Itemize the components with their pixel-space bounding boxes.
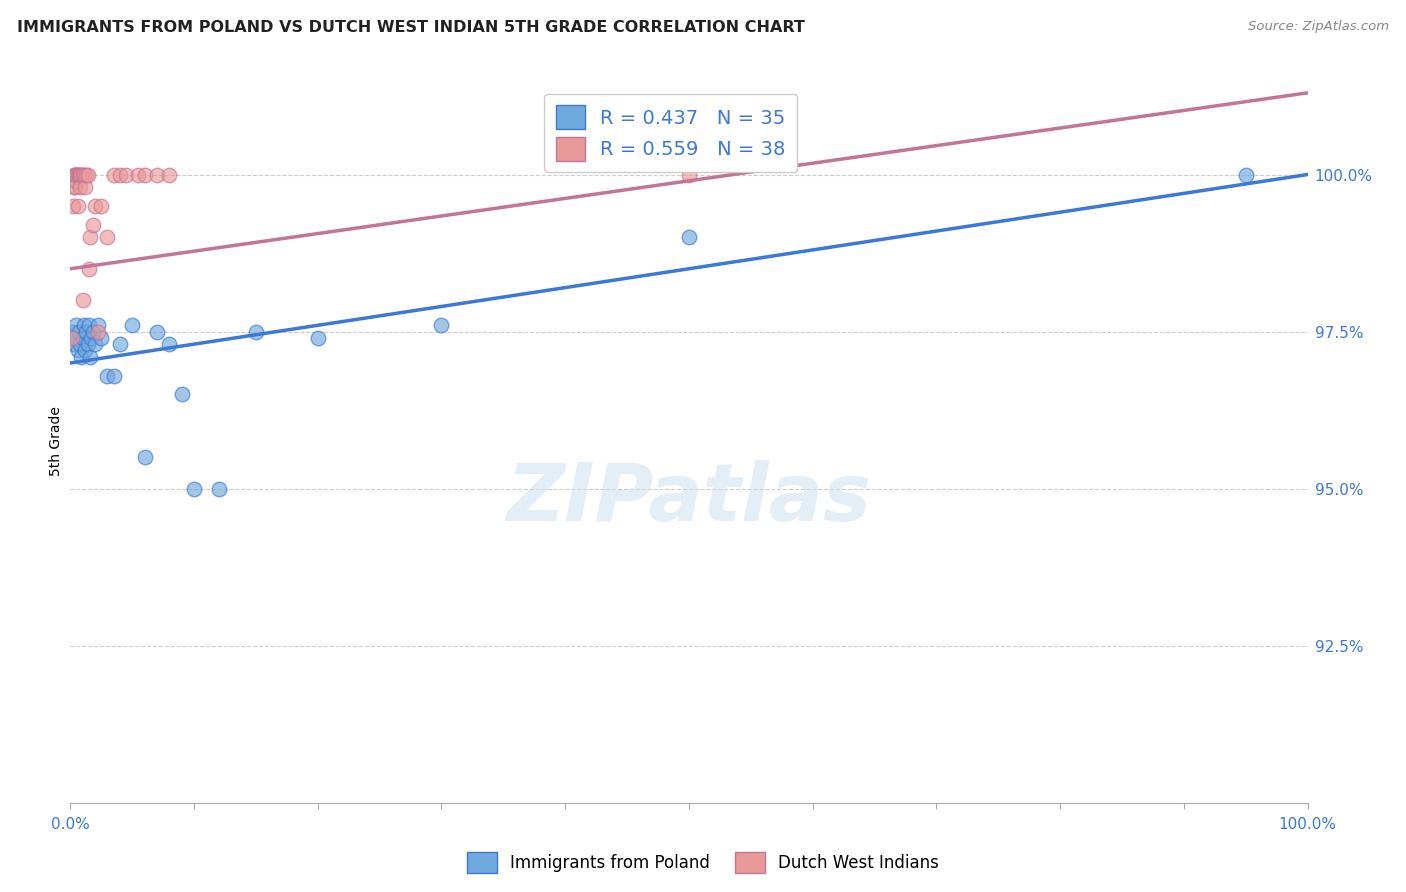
Point — [103, 168, 125, 182]
Point — [67, 325, 90, 339]
Point — [90, 331, 112, 345]
Point — [245, 325, 267, 339]
Point — [678, 230, 700, 244]
Point — [146, 168, 169, 182]
Text: ZIPatlas: ZIPatlas — [506, 460, 872, 539]
Point — [75, 343, 97, 358]
Point — [65, 318, 87, 333]
Point — [75, 325, 97, 339]
Point — [96, 230, 118, 244]
Point — [108, 168, 131, 182]
Point — [77, 261, 100, 276]
Point — [62, 325, 84, 339]
Point — [170, 387, 193, 401]
Point — [127, 168, 149, 182]
Point — [66, 199, 89, 213]
Point — [63, 168, 86, 182]
Point — [76, 168, 98, 182]
Point — [90, 199, 112, 213]
Point — [82, 325, 104, 339]
Point — [86, 318, 108, 333]
Point — [75, 168, 97, 182]
Point — [63, 337, 86, 351]
Point — [1234, 168, 1257, 182]
Point — [69, 337, 91, 351]
Point — [76, 337, 98, 351]
Point — [75, 180, 97, 194]
Point — [80, 331, 103, 345]
Point — [72, 293, 94, 308]
Point — [134, 450, 156, 465]
Point — [65, 168, 87, 182]
Point — [69, 168, 91, 182]
Point — [208, 482, 231, 496]
Point — [67, 168, 90, 182]
Point — [79, 230, 101, 244]
Point — [115, 168, 138, 182]
Point — [108, 337, 131, 351]
Point — [63, 180, 86, 194]
Point — [73, 318, 96, 333]
Point — [134, 168, 156, 182]
Point — [307, 331, 329, 345]
Point — [96, 368, 118, 383]
Point — [65, 180, 87, 194]
Point — [678, 168, 700, 182]
Point — [157, 168, 180, 182]
Point — [69, 180, 91, 194]
Point — [103, 368, 125, 383]
Y-axis label: 5th Grade: 5th Grade — [49, 407, 63, 476]
Point — [86, 325, 108, 339]
Point — [72, 331, 94, 345]
Point — [84, 337, 107, 351]
Point — [157, 337, 180, 351]
Point — [66, 168, 89, 182]
Point — [183, 482, 205, 496]
Point — [66, 343, 89, 358]
Point — [79, 350, 101, 364]
Point — [430, 318, 453, 333]
Point — [65, 168, 87, 182]
Point — [84, 199, 107, 213]
Text: Source: ZipAtlas.com: Source: ZipAtlas.com — [1249, 20, 1389, 33]
Point — [73, 168, 96, 182]
Point — [72, 168, 94, 182]
Text: IMMIGRANTS FROM POLAND VS DUTCH WEST INDIAN 5TH GRADE CORRELATION CHART: IMMIGRANTS FROM POLAND VS DUTCH WEST IND… — [17, 20, 804, 35]
Legend: R = 0.437   N = 35, R = 0.559   N = 38: R = 0.437 N = 35, R = 0.559 N = 38 — [544, 94, 797, 172]
Point — [146, 325, 169, 339]
Point — [67, 168, 90, 182]
Point — [65, 331, 87, 345]
Point — [65, 168, 87, 182]
Point — [82, 218, 104, 232]
Point — [70, 350, 93, 364]
Point — [77, 318, 100, 333]
Point — [121, 318, 143, 333]
Point — [65, 168, 87, 182]
Legend: Immigrants from Poland, Dutch West Indians: Immigrants from Poland, Dutch West India… — [460, 846, 946, 880]
Point — [62, 199, 84, 213]
Point — [65, 174, 87, 188]
Point — [70, 168, 93, 182]
Point — [60, 331, 83, 345]
